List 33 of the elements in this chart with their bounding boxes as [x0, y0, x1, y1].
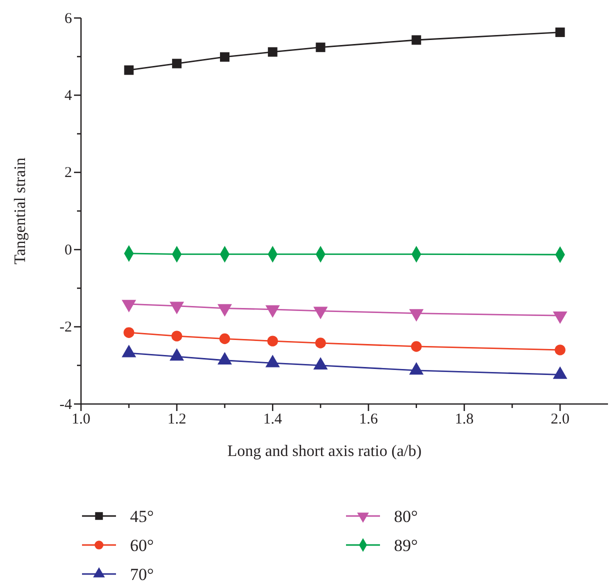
point [316, 42, 326, 52]
y-tick-label: 0 [64, 242, 72, 258]
y-tick-label: 2 [64, 165, 72, 182]
x-tick-label: 1.6 [359, 412, 378, 428]
point [172, 58, 182, 68]
y-tick-label: -2 [60, 320, 72, 336]
point [412, 35, 422, 45]
point [124, 327, 134, 338]
x-tick-label: 1.8 [454, 412, 474, 428]
x-tick-label: 2.0 [550, 412, 570, 428]
legend-label: 60° [130, 536, 154, 555]
point [219, 333, 230, 344]
x-tick-label: 1.0 [72, 412, 90, 428]
legend-label: 70° [130, 565, 154, 581]
point [554, 344, 566, 356]
x-tick-label: 1.4 [263, 412, 283, 428]
y-tick-label: 4 [64, 88, 72, 104]
x-tick-label: 1.2 [167, 412, 186, 428]
point [171, 330, 182, 342]
point [220, 52, 230, 62]
y-tick-label: 6 [64, 10, 72, 27]
y-tick-label: -4 [60, 396, 72, 413]
legend-label: 89° [394, 536, 418, 555]
x-axis-title: Long and short axis ratio (a/b) [227, 443, 422, 460]
point [315, 338, 326, 348]
point [411, 341, 422, 352]
point [267, 336, 278, 346]
point [268, 47, 278, 57]
legend-label: 80° [394, 507, 418, 526]
point [555, 28, 565, 38]
y-axis-title: Tangential strain [12, 158, 29, 264]
point [124, 65, 134, 75]
legend-label: 45° [130, 507, 154, 526]
